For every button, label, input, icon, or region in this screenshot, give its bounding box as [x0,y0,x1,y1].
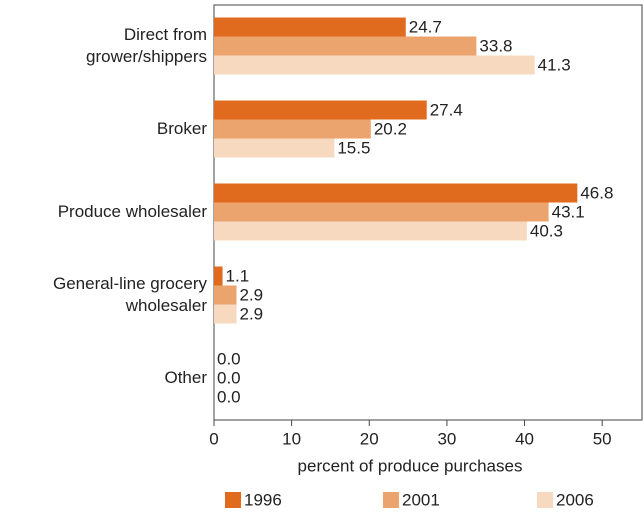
bar [214,183,578,203]
bar [214,138,335,158]
bar [214,55,535,75]
x-tick-label: 20 [360,429,379,448]
value-label: 15.5 [337,138,370,157]
value-label: 0.0 [217,387,241,406]
legend-label: 2006 [556,490,594,509]
legend-label: 1996 [244,490,282,509]
value-label: 40.3 [530,221,563,240]
x-axis-label: percent of produce purchases [298,456,523,475]
legend-swatch [537,492,553,508]
value-label: 1.1 [226,266,250,285]
value-label: 20.2 [374,119,407,138]
category-label: Produce wholesaler [57,202,207,221]
bar [214,285,237,305]
value-label: 0.0 [217,368,241,387]
value-label: 41.3 [538,55,571,74]
bar [214,17,406,37]
value-label: 24.7 [409,17,442,36]
bar [214,119,371,139]
bar [214,266,223,286]
x-tick-label: 0 [209,429,218,448]
legend-label: 2001 [402,490,440,509]
legend-swatch [225,492,241,508]
bar [214,221,527,241]
value-label: 2.9 [240,285,264,304]
value-label: 0.0 [217,349,241,368]
category-label: Direct from grower/shippers [86,25,207,66]
value-label: 33.8 [479,36,512,55]
bar [214,100,427,120]
value-label: 43.1 [552,202,585,221]
legend-swatch [383,492,399,508]
value-label: 2.9 [240,304,264,323]
x-tick-label: 50 [593,429,612,448]
x-tick-label: 40 [515,429,534,448]
value-label: 27.4 [430,100,463,119]
bar [214,202,549,222]
x-tick-label: 10 [282,429,301,448]
category-label: Other [164,368,207,387]
bar [214,304,237,324]
value-label: 46.8 [580,183,613,202]
x-tick-label: 30 [437,429,456,448]
category-label: Broker [156,119,207,138]
bar [214,36,477,56]
category-label: General-line grocery wholesaler [52,274,207,315]
